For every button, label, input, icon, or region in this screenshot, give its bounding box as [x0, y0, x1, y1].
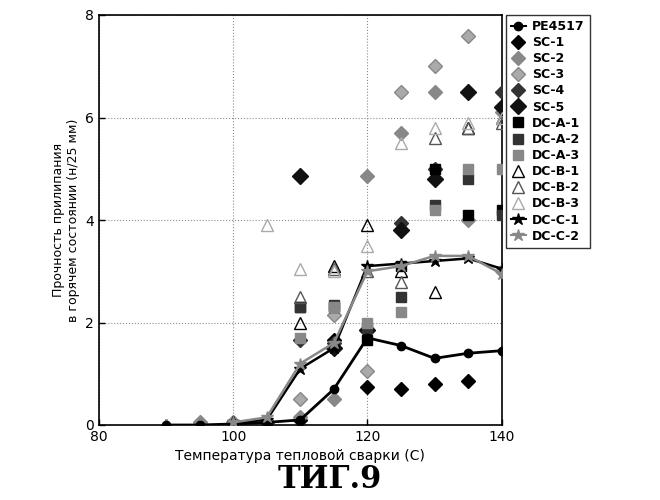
Text: ΤИГ.9: ΤИГ.9: [278, 464, 382, 495]
Y-axis label: Прочность прилипания
в горячем состоянии (н/25 мм): Прочность прилипания в горячем состоянии…: [51, 118, 80, 322]
Legend: PE4517, SC-1, SC-2, SC-3, SC-4, SC-5, DC-A-1, DC-A-2, DC-A-3, DC-B-1, DC-B-2, DC: PE4517, SC-1, SC-2, SC-3, SC-4, SC-5, DC…: [506, 15, 589, 247]
X-axis label: Температура тепловой сварки (С): Температура тепловой сварки (С): [176, 450, 425, 464]
